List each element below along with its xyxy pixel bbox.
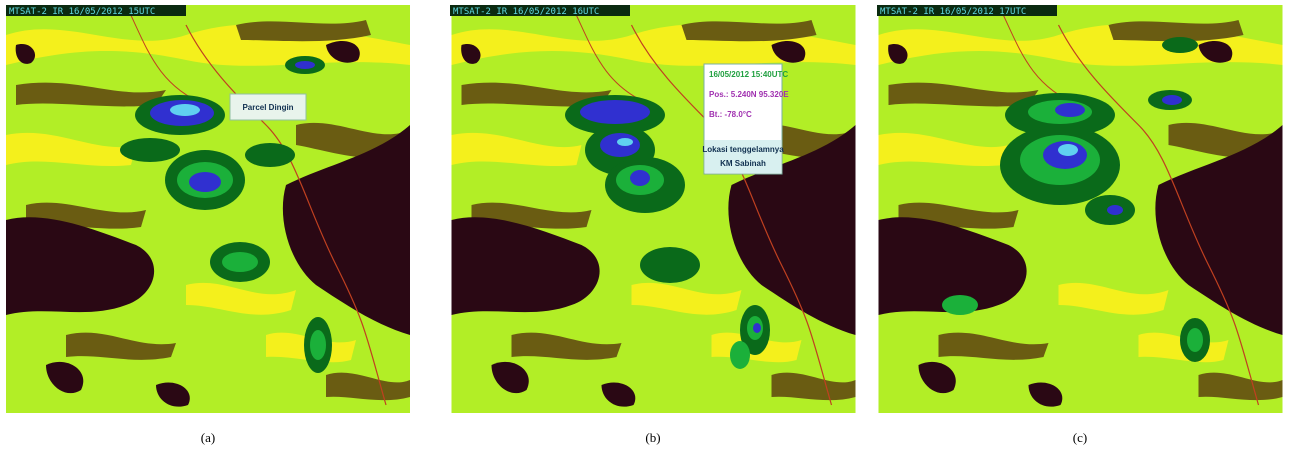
annotation-temperature: Bt.: -78.0°C: [709, 110, 752, 119]
panel-header: MTSAT-2 IR 16/05/2012 17UTC: [880, 7, 1026, 17]
caption: (c): [1073, 430, 1087, 445]
caption: (a): [201, 430, 215, 445]
annotation-position: Pos.: 5.240N 95.320E: [709, 90, 789, 99]
annotation-location: Lokasi tenggelamnya: [702, 145, 784, 154]
annotation-time: 16/05/2012 15:40UTC: [709, 70, 788, 79]
panel-b: MTSAT-2 IR 16/05/2012 16UTC 16/05/2012 1…: [450, 5, 856, 445]
annotation-text: Parcel Dingin: [242, 103, 293, 112]
satellite-image: [879, 5, 1283, 413]
panel-header: MTSAT-2 IR 16/05/2012 16UTC: [453, 7, 599, 17]
annotation-ship: KM Sabinah: [720, 159, 766, 168]
figure: MTSAT-2 IR 16/05/2012 15UTC Parcel Dingi…: [0, 0, 1289, 455]
caption: (b): [645, 430, 660, 445]
panel-a: MTSAT-2 IR 16/05/2012 15UTC Parcel Dingi…: [6, 5, 410, 445]
panel-header: MTSAT-2 IR 16/05/2012 15UTC: [9, 7, 155, 17]
panel-c: MTSAT-2 IR 16/05/2012 17UTC (c): [877, 5, 1283, 445]
